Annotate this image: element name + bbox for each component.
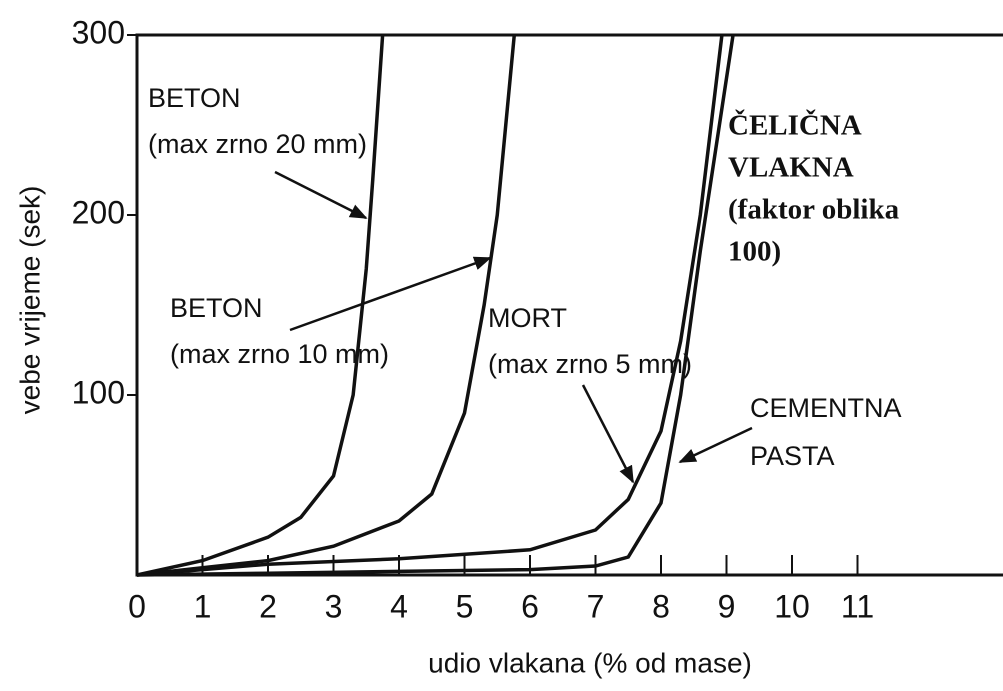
annotation: (max zrno 10 mm) (170, 339, 389, 369)
annotation: PASTA (750, 441, 835, 471)
annotation: VLAKNA (728, 152, 854, 184)
x-tick-label: 9 (718, 588, 736, 624)
x-tick-label: 6 (521, 588, 539, 624)
x-tick-label: 10 (774, 588, 810, 624)
x-tick-label: 3 (325, 588, 343, 624)
x-tick-label: 0 (128, 588, 146, 624)
series-line (136, 34, 385, 577)
arrow (581, 384, 635, 484)
y-axis-label: vebe vrijeme (sek) (14, 186, 45, 415)
arrow (289, 256, 492, 332)
x-tick-label: 1 (194, 588, 212, 624)
x-tick-label: 2 (259, 588, 277, 624)
annotation: (max zrno 5 mm) (488, 349, 692, 379)
x-tick-label: 7 (587, 588, 605, 624)
annotation: (faktor oblika (728, 194, 900, 226)
annotation: MORT (488, 303, 567, 333)
y-tick-label: 100 (72, 374, 125, 410)
x-tick-label: 8 (652, 588, 670, 624)
annotation: ČELIČNA (728, 109, 862, 142)
y-tick-label: 200 (72, 194, 125, 230)
annotation: BETON (148, 83, 241, 113)
x-axis-label: udio vlakana (% od mase) (428, 647, 752, 678)
x-tick-label: 4 (390, 588, 408, 624)
y-tick-label: 300 (72, 14, 125, 50)
series-line (136, 34, 724, 577)
x-tick-label: 5 (456, 588, 474, 624)
annotation: 100) (728, 236, 781, 268)
x-tick-label: 11 (841, 588, 874, 624)
arrow (678, 426, 753, 464)
plot-frame (135, 33, 1003, 577)
series-line (136, 34, 735, 577)
series-line (136, 34, 517, 577)
arrow (274, 170, 368, 220)
annotation: CEMENTNA (750, 393, 902, 423)
annotation: BETON (170, 293, 263, 323)
annotation: (max zrno 20 mm) (148, 129, 367, 159)
